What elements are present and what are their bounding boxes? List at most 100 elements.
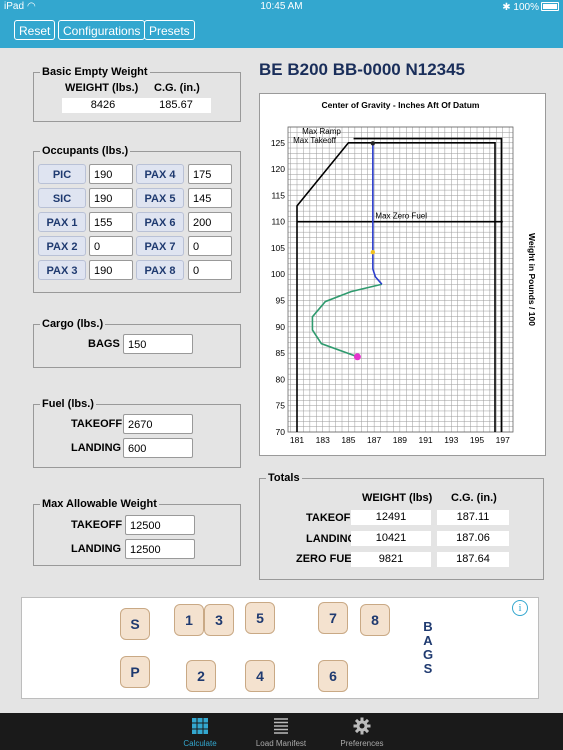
occupant-input-sic[interactable]: 190 — [89, 188, 133, 208]
max-weight-legend: Max Allowable Weight — [42, 498, 157, 510]
seat-sic[interactable]: S — [120, 608, 150, 640]
y-tick-label: 115 — [271, 190, 285, 200]
y-tick-label: 110 — [271, 217, 285, 227]
occupant-button-sic[interactable]: SIC — [38, 188, 86, 208]
cg-series-line — [311, 283, 383, 358]
basic-empty-weight-legend: Basic Empty Weight — [42, 66, 148, 78]
totals-zero-fuel-label: ZERO FUEL — [296, 553, 359, 565]
x-tick-label: 187 — [367, 435, 381, 445]
y-tick-label: 125 — [271, 138, 285, 148]
totals-group: Totals — [259, 472, 544, 580]
cg-series-line — [372, 143, 383, 285]
max-ramp-line — [353, 137, 503, 432]
cg-point-marker — [353, 353, 361, 361]
occupant-input-pax6[interactable]: 200 — [188, 212, 232, 232]
cg-point-marker — [370, 249, 376, 255]
bew-weight-value: 8426 — [62, 98, 144, 113]
totals-landing-label: LANDING — [306, 533, 357, 545]
chart-title: Center of Gravity - Inches Aft Of Datum — [322, 100, 480, 110]
x-tick-label: 181 — [290, 435, 304, 445]
occupant-button-pax2[interactable]: PAX 2 — [38, 236, 86, 256]
seat-pic[interactable]: P — [120, 656, 150, 688]
occupant-button-pax7[interactable]: PAX 7 — [136, 236, 184, 256]
totals-takeoff-label: TAKEOFF — [306, 512, 358, 524]
occupant-button-pax8[interactable]: PAX 8 — [136, 260, 184, 280]
cg-envelope-chart: Center of Gravity - Inches Aft Of Datum 1… — [259, 93, 546, 456]
totals-landing-weight: 10421 — [351, 531, 431, 546]
y-tick-label: 100 — [271, 269, 285, 279]
occupant-button-pax1[interactable]: PAX 1 — [38, 212, 86, 232]
max-landing-label: LANDING — [71, 543, 122, 555]
occupant-button-pax5[interactable]: PAX 5 — [136, 188, 184, 208]
occupant-input-pax7[interactable]: 0 — [188, 236, 232, 256]
gear-icon — [353, 717, 371, 735]
seat-pax-5[interactable]: 5 — [245, 602, 275, 634]
y-tick-label: 75 — [276, 401, 286, 411]
occupant-input-pax4[interactable]: 175 — [188, 164, 232, 184]
fuel-takeoff-input[interactable]: 2670 — [123, 414, 193, 434]
seat-pax-8[interactable]: 8 — [360, 604, 390, 636]
x-tick-label: 195 — [470, 435, 484, 445]
aircraft-title: BE B200 BB-0000 N12345 — [259, 60, 466, 79]
tab-calculate[interactable]: Calculate — [160, 713, 240, 750]
max-takeoff-input[interactable]: 12500 — [125, 515, 195, 535]
y-axis-label: Weight in Pounds / 100 — [527, 233, 537, 326]
grid-icon — [192, 718, 208, 734]
bags-letter: G — [422, 647, 434, 662]
seat-pax-7[interactable]: 7 — [318, 602, 348, 634]
tab-preferences[interactable]: Preferences — [322, 713, 402, 750]
occupant-input-pax5[interactable]: 145 — [188, 188, 232, 208]
seat-pax-6[interactable]: 6 — [318, 660, 348, 692]
occupant-button-pax6[interactable]: PAX 6 — [136, 212, 184, 232]
y-tick-label: 95 — [276, 296, 286, 306]
bags-letter: B — [423, 619, 433, 634]
max-takeoff-label: TAKEOFF — [71, 519, 123, 531]
tab-bar: Calculate Load Manifest Preferences — [0, 713, 563, 750]
totals-zero-fuel-weight: 9821 — [351, 552, 431, 567]
x-tick-label: 183 — [316, 435, 330, 445]
seat-pax-3[interactable]: 3 — [204, 604, 234, 636]
cargo-bags-input[interactable]: 150 — [123, 334, 193, 354]
x-tick-label: 197 — [496, 435, 510, 445]
cargo-legend: Cargo (lbs.) — [42, 318, 104, 330]
occupant-input-pax8[interactable]: 0 — [188, 260, 232, 280]
tab-load-manifest[interactable]: Load Manifest — [241, 713, 321, 750]
fuel-landing-input[interactable]: 600 — [123, 438, 193, 458]
fuel-legend: Fuel (lbs.) — [42, 398, 94, 410]
clock: 10:45 AM — [260, 1, 303, 12]
occupants-legend: Occupants (lbs.) — [42, 145, 129, 157]
totals-weight-header: WEIGHT (lbs) — [362, 492, 433, 504]
occupant-button-pax4[interactable]: PAX 4 — [136, 164, 184, 184]
totals-zero-fuel-cg: 187.64 — [437, 552, 509, 567]
y-tick-label: 70 — [276, 427, 286, 437]
occupant-input-pax2[interactable]: 0 — [89, 236, 133, 256]
info-icon[interactable]: i — [512, 600, 528, 616]
seat-pax-1[interactable]: 1 — [174, 604, 204, 636]
totals-takeoff-cg: 187.11 — [437, 510, 509, 525]
occupant-input-pic[interactable]: 190 — [89, 164, 133, 184]
bew-cg-header: C.G. (in.) — [154, 82, 200, 94]
seat-pax-4[interactable]: 4 — [245, 660, 275, 692]
occupant-button-pax3[interactable]: PAX 3 — [38, 260, 86, 280]
annotation-label: Max Ramp — [302, 127, 341, 136]
occupant-input-pax3[interactable]: 190 — [89, 260, 133, 280]
max-landing-input[interactable]: 12500 — [125, 539, 195, 559]
occupant-input-pax1[interactable]: 155 — [89, 212, 133, 232]
seat-pax-2[interactable]: 2 — [186, 660, 216, 692]
cargo-group: Cargo (lbs.) — [33, 318, 241, 368]
totals-landing-cg: 187.06 — [437, 531, 509, 546]
presets-button[interactable]: Presets — [144, 20, 195, 40]
occupants-group: Occupants (lbs.) — [33, 145, 241, 293]
plot-frame — [287, 126, 514, 433]
list-icon — [274, 718, 288, 734]
battery-icon — [541, 2, 559, 11]
bew-cg-value: 185.67 — [141, 98, 211, 113]
basic-empty-weight-group: Basic Empty Weight — [33, 66, 241, 122]
configurations-button[interactable]: Configurations — [58, 20, 146, 40]
bags-letter: S — [423, 661, 433, 676]
occupant-button-pic[interactable]: PIC — [38, 164, 86, 184]
reset-button[interactable]: Reset — [14, 20, 56, 40]
totals-legend: Totals — [268, 472, 300, 484]
bags-letter: A — [423, 633, 433, 648]
